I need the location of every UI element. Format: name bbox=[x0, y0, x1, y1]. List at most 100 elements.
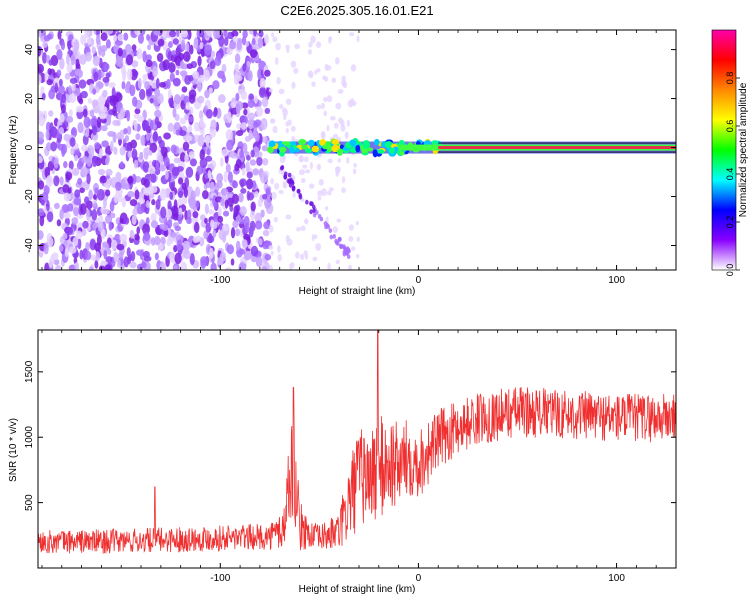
noise-blob bbox=[355, 221, 360, 226]
noise-blob bbox=[332, 133, 339, 139]
noise-blob bbox=[131, 148, 138, 160]
signal-blob bbox=[399, 151, 405, 156]
noise-blob bbox=[231, 30, 239, 38]
noise-blob bbox=[68, 85, 73, 95]
noise-blob bbox=[149, 185, 154, 195]
noise-blob bbox=[53, 175, 60, 187]
noise-blob bbox=[86, 173, 91, 185]
noise-blob bbox=[149, 97, 154, 104]
noise-blob bbox=[39, 214, 45, 227]
noise-blob bbox=[158, 242, 164, 251]
noise-blob bbox=[59, 176, 64, 186]
noise-blob bbox=[335, 259, 340, 265]
noise-blob bbox=[169, 231, 177, 238]
noise-blob bbox=[192, 211, 199, 219]
noise-blob bbox=[159, 262, 167, 270]
noise-blob bbox=[261, 145, 269, 152]
trail-blob bbox=[317, 213, 322, 219]
noise-blob bbox=[153, 30, 162, 36]
noise-blob bbox=[316, 68, 321, 73]
noise-blob bbox=[84, 30, 90, 39]
noise-blob bbox=[256, 106, 264, 117]
noise-blob bbox=[53, 259, 60, 266]
noise-blob bbox=[161, 188, 166, 195]
noise-blob bbox=[323, 97, 328, 102]
spectrogram-signal-track bbox=[266, 138, 676, 158]
noise-blob bbox=[140, 134, 146, 146]
noise-blob bbox=[216, 180, 223, 189]
noise-blob bbox=[164, 208, 173, 219]
noise-blob bbox=[289, 263, 293, 270]
noise-blob bbox=[194, 186, 201, 197]
snr-y-tick-label: 1500 bbox=[24, 360, 35, 383]
spectrogram-frame bbox=[37, 29, 677, 271]
noise-blob bbox=[197, 55, 202, 67]
noise-blob bbox=[222, 210, 230, 217]
signal-blob bbox=[349, 147, 358, 153]
spectrogram-x-label: Height of straight line (km) bbox=[299, 286, 416, 297]
noise-blob bbox=[88, 266, 94, 270]
noise-blob bbox=[217, 206, 222, 217]
noise-blob bbox=[58, 78, 63, 87]
noise-blob bbox=[80, 203, 87, 215]
noise-blob bbox=[99, 148, 104, 157]
noise-blob bbox=[204, 134, 212, 144]
noise-blob bbox=[185, 166, 194, 178]
noise-blob bbox=[158, 139, 165, 149]
noise-blob bbox=[98, 265, 105, 270]
noise-blob bbox=[238, 262, 247, 270]
noise-blob bbox=[220, 188, 226, 196]
noise-blob bbox=[68, 109, 73, 117]
noise-blob bbox=[200, 256, 208, 266]
noise-blob bbox=[341, 75, 346, 82]
noise-blob bbox=[102, 241, 109, 248]
noise-blob bbox=[331, 77, 337, 83]
signal-blob bbox=[355, 144, 361, 153]
trail-blob bbox=[332, 234, 337, 239]
noise-blob bbox=[46, 211, 54, 223]
noise-blob bbox=[140, 261, 147, 269]
noise-blob bbox=[356, 236, 360, 243]
noise-blob bbox=[233, 74, 240, 85]
snr-frame bbox=[37, 329, 677, 569]
noise-blob bbox=[308, 41, 313, 48]
noise-blob bbox=[42, 41, 48, 48]
noise-blob bbox=[330, 115, 336, 121]
noise-blob bbox=[255, 220, 263, 230]
noise-blob bbox=[219, 251, 227, 262]
noise-blob bbox=[173, 121, 181, 131]
trail-blob bbox=[297, 188, 301, 194]
noise-blob bbox=[160, 206, 167, 219]
spectrogram-y-tick-label: -40 bbox=[24, 238, 35, 253]
noise-blob bbox=[154, 116, 160, 126]
noise-blob bbox=[108, 221, 113, 231]
noise-blob bbox=[293, 67, 299, 74]
noise-blob bbox=[271, 32, 275, 38]
noise-blob bbox=[103, 264, 112, 270]
noise-blob bbox=[311, 81, 316, 87]
noise-blob bbox=[249, 49, 258, 59]
noise-blob bbox=[334, 57, 340, 65]
noise-blob bbox=[248, 129, 253, 141]
noise-blob bbox=[260, 209, 265, 218]
noise-blob bbox=[235, 214, 241, 223]
noise-blob bbox=[127, 176, 134, 184]
noise-blob bbox=[56, 48, 63, 60]
spectrogram-panel: -100 0 100 -40 -20 0 20 40 Height of straight l… bbox=[8, 29, 677, 297]
noise-blob bbox=[256, 156, 263, 167]
trail-blob bbox=[298, 194, 303, 200]
noise-blob bbox=[102, 208, 110, 215]
noise-blob bbox=[105, 30, 114, 35]
noise-blob bbox=[240, 122, 247, 130]
signal-blob bbox=[322, 144, 329, 150]
noise-blob bbox=[60, 40, 66, 51]
noise-blob bbox=[50, 85, 55, 93]
noise-blob bbox=[143, 186, 151, 196]
noise-blob bbox=[97, 81, 104, 89]
noise-blob bbox=[57, 85, 65, 94]
noise-blob bbox=[113, 251, 119, 263]
noise-blob bbox=[74, 261, 79, 270]
noise-blob bbox=[75, 105, 84, 113]
noise-blob bbox=[172, 38, 179, 45]
